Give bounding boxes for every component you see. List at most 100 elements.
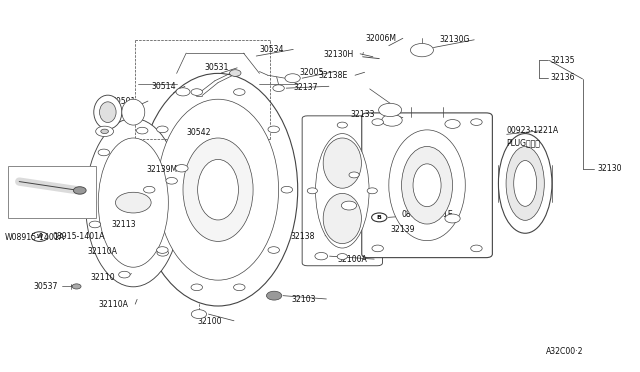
Circle shape [191, 89, 202, 95]
Text: 08120-8251E: 08120-8251E [401, 210, 453, 219]
Text: 30542: 30542 [186, 128, 211, 137]
Circle shape [268, 126, 280, 133]
Text: 32130H: 32130H [323, 50, 353, 59]
Text: 32138E: 32138E [319, 71, 348, 80]
Ellipse shape [323, 193, 362, 244]
Circle shape [98, 149, 109, 156]
Text: 30537: 30537 [33, 282, 58, 291]
Text: C2118: C2118 [40, 182, 65, 191]
Text: 30514: 30514 [151, 82, 176, 91]
Circle shape [367, 188, 378, 194]
Circle shape [445, 214, 460, 223]
Text: 32005: 32005 [299, 68, 323, 77]
Circle shape [157, 247, 168, 253]
Text: 32006M: 32006M [366, 34, 397, 43]
Circle shape [382, 114, 402, 126]
Text: 32136: 32136 [550, 73, 575, 82]
Text: 32100: 32100 [198, 317, 222, 326]
Ellipse shape [323, 138, 362, 188]
Circle shape [470, 119, 482, 125]
Ellipse shape [183, 138, 253, 241]
Text: W08915-1401A: W08915-1401A [4, 233, 65, 242]
Circle shape [410, 44, 433, 57]
Ellipse shape [413, 164, 441, 207]
Circle shape [166, 177, 177, 184]
Text: 32100A: 32100A [338, 255, 367, 264]
Text: 32103: 32103 [291, 295, 316, 304]
Circle shape [175, 164, 188, 172]
Ellipse shape [86, 118, 181, 287]
Circle shape [89, 221, 100, 228]
Text: 30501: 30501 [111, 97, 136, 106]
Ellipse shape [506, 147, 544, 220]
Ellipse shape [122, 99, 145, 125]
Circle shape [307, 188, 317, 194]
Circle shape [118, 271, 130, 278]
Ellipse shape [389, 130, 465, 241]
Text: 32110A: 32110A [99, 300, 128, 310]
Circle shape [266, 291, 282, 300]
Text: 32110A: 32110A [88, 247, 117, 256]
Text: 32139A: 32139A [412, 183, 442, 192]
Text: 30534: 30534 [259, 45, 284, 54]
Text: 32113: 32113 [111, 219, 136, 228]
Circle shape [268, 247, 280, 253]
Circle shape [337, 122, 348, 128]
Text: 08915-1401A: 08915-1401A [52, 232, 105, 241]
Text: 32135: 32135 [550, 56, 575, 65]
Circle shape [191, 310, 207, 318]
Ellipse shape [100, 102, 116, 122]
Ellipse shape [138, 73, 298, 306]
Text: 32110: 32110 [91, 273, 115, 282]
Ellipse shape [401, 147, 452, 224]
Text: 00923-1221A: 00923-1221A [507, 126, 559, 135]
Circle shape [445, 119, 460, 128]
Circle shape [372, 119, 383, 125]
Circle shape [157, 250, 168, 256]
Circle shape [234, 89, 245, 95]
Circle shape [285, 74, 300, 83]
Text: 30531: 30531 [204, 63, 228, 72]
Circle shape [341, 201, 356, 210]
Circle shape [372, 245, 383, 252]
Text: 32137: 32137 [293, 83, 317, 92]
Circle shape [234, 284, 245, 291]
Text: 32139: 32139 [390, 225, 415, 234]
Ellipse shape [499, 134, 552, 233]
Circle shape [96, 126, 113, 137]
Text: 32133: 32133 [351, 109, 375, 119]
Circle shape [281, 186, 292, 193]
Circle shape [74, 187, 86, 194]
Circle shape [100, 129, 108, 134]
Circle shape [115, 192, 151, 213]
Text: A32C00·2: A32C00·2 [546, 347, 584, 356]
Circle shape [349, 172, 359, 178]
FancyBboxPatch shape [362, 113, 492, 258]
Text: 32130: 32130 [597, 164, 621, 173]
Circle shape [176, 88, 190, 96]
Ellipse shape [316, 134, 369, 248]
Circle shape [470, 245, 482, 252]
Ellipse shape [514, 161, 537, 206]
Text: W: W [36, 234, 43, 239]
Text: 32138: 32138 [290, 232, 314, 241]
FancyBboxPatch shape [302, 116, 383, 266]
Ellipse shape [157, 99, 278, 280]
Circle shape [136, 127, 148, 134]
Circle shape [72, 284, 81, 289]
Circle shape [315, 253, 328, 260]
Text: 32130G: 32130G [440, 35, 470, 44]
Circle shape [337, 254, 348, 260]
Ellipse shape [94, 95, 122, 129]
Circle shape [191, 284, 202, 291]
Text: 32112: 32112 [45, 199, 69, 208]
Ellipse shape [99, 138, 168, 267]
Circle shape [157, 126, 168, 133]
Ellipse shape [379, 103, 401, 116]
Text: B: B [377, 215, 381, 220]
Text: 32139M: 32139M [147, 165, 178, 174]
Ellipse shape [198, 160, 239, 220]
Circle shape [143, 186, 155, 193]
Circle shape [230, 70, 241, 76]
Bar [8, 166, 96, 218]
